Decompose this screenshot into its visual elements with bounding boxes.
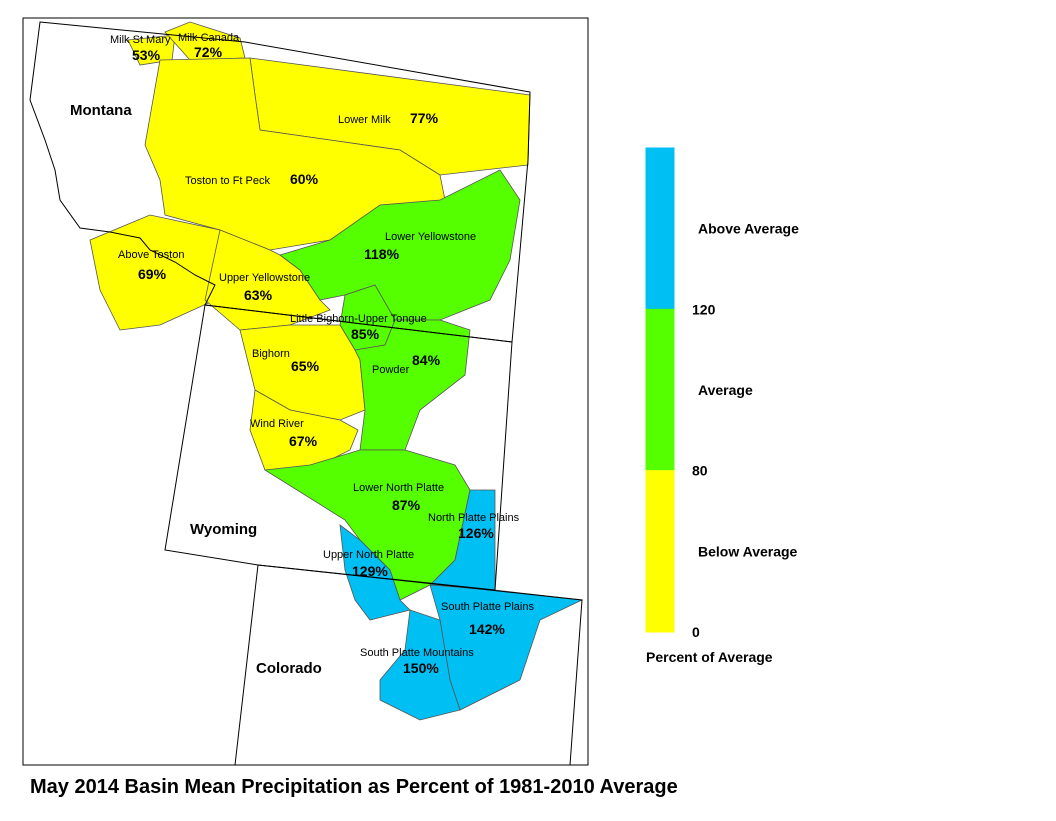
- basin: [379, 609, 461, 721]
- basin-value: 60%: [290, 171, 319, 187]
- basin-name: South Platte Plains: [441, 601, 534, 613]
- basin: [249, 389, 359, 471]
- basin-name: Upper North Platte: [323, 549, 414, 561]
- legend-break: 80: [692, 463, 708, 479]
- basin-name: Powder: [372, 364, 410, 376]
- state-label: Montana: [70, 102, 132, 119]
- basin-value: 142%: [469, 621, 505, 637]
- map-title: May 2014 Basin Mean Precipitation as Per…: [30, 776, 678, 798]
- basin-value: 150%: [403, 660, 439, 676]
- basin-name: Above Toston: [118, 249, 184, 261]
- basin-name: Lower Milk: [338, 114, 391, 126]
- basin-name: Milk St Mary: [110, 34, 171, 46]
- legend-break: 120: [692, 301, 716, 317]
- legend-swatch: [645, 308, 675, 472]
- basin-value: 72%: [194, 44, 223, 60]
- basin-value: 118%: [364, 246, 400, 262]
- basin-name: Milk Canada: [178, 32, 240, 44]
- state-borders: [29, 21, 583, 766]
- basin-value: 129%: [352, 563, 388, 579]
- basin-value: 87%: [392, 497, 421, 513]
- legend-class-label: Above Average: [698, 221, 799, 237]
- basin: [204, 229, 331, 331]
- basin-name: Little Bighorn-Upper Tongue: [290, 313, 427, 325]
- basin-value: 84%: [412, 352, 441, 368]
- basin-name: North Platte Plains: [428, 512, 520, 524]
- basin-name: Toston to Ft Peck: [185, 175, 270, 187]
- basin-value: 77%: [410, 110, 439, 126]
- colorado-border: [234, 564, 583, 766]
- basin-value: 63%: [244, 287, 273, 303]
- basin-name: Lower North Platte: [353, 482, 444, 494]
- basin-name: Lower Yellowstone: [385, 231, 476, 243]
- legend-swatch: [645, 147, 675, 310]
- basin-value: 65%: [291, 358, 320, 374]
- state-label: Wyoming: [190, 521, 257, 538]
- basin-name: Bighorn: [252, 348, 290, 360]
- legend-swatch: [645, 470, 675, 633]
- basin: [354, 319, 471, 451]
- basin-name: South Platte Mountains: [360, 647, 474, 659]
- basin: [89, 214, 221, 331]
- basin-name: Upper Yellowstone: [219, 272, 310, 284]
- legend-break: 0: [692, 624, 700, 640]
- basin-name: Wind River: [250, 418, 304, 430]
- legend-class-label: Below Average: [698, 543, 798, 559]
- basin: [164, 21, 246, 61]
- state-label: Colorado: [256, 660, 322, 677]
- basin-value: 69%: [138, 266, 167, 282]
- basin-value: 126%: [458, 525, 494, 541]
- legend: Percent of Average Above Average Average B…: [645, 147, 799, 665]
- basins: [89, 21, 584, 721]
- legend-title: Percent of Average: [646, 649, 773, 665]
- basin-value: 53%: [132, 47, 161, 63]
- basin-value: 85%: [351, 326, 380, 342]
- legend-class-label: Average: [698, 382, 753, 398]
- montana-border: [29, 21, 531, 343]
- basin-value: 67%: [289, 433, 318, 449]
